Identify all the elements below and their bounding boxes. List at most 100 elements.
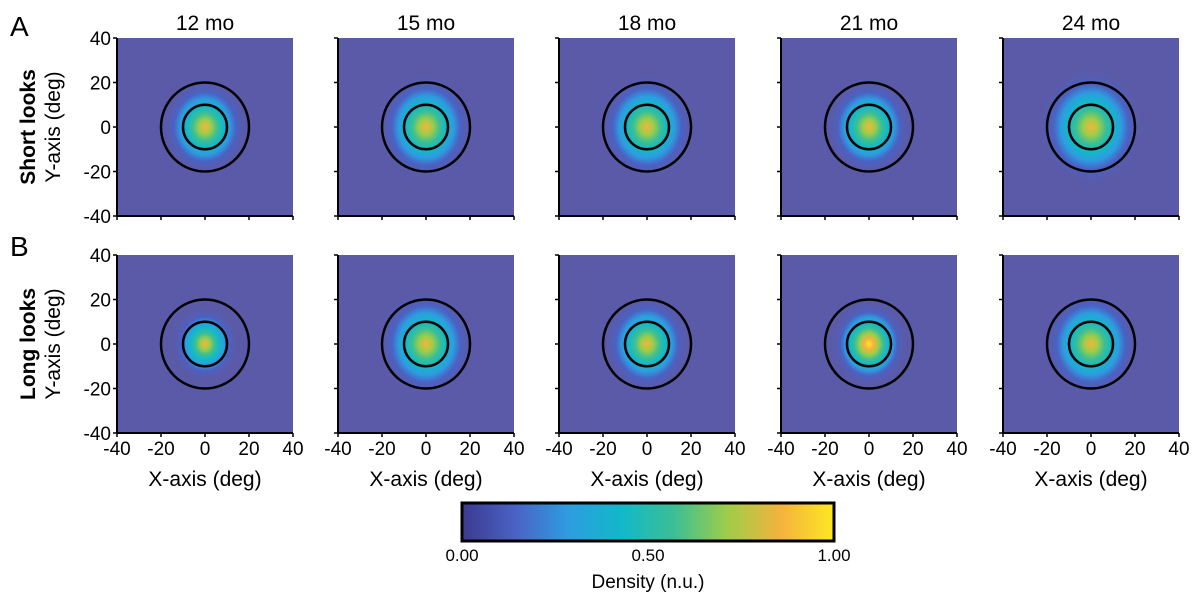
density-blob [1037,67,1145,187]
x-tick-label: 20 [680,439,701,460]
x-tick-label: -40 [989,439,1016,460]
x-tick-label: -40 [324,439,351,460]
row-label-short: Short looks [17,69,40,185]
ring-20deg [159,81,251,173]
ring-20deg [601,81,693,173]
ring-20deg [1045,81,1137,173]
x-tick-label: -20 [589,439,616,460]
panel-letter-b: B [10,231,29,262]
colorbar-tick-label: 0.50 [631,546,664,565]
column-title: 24 mo [1062,12,1120,35]
x-axis-label: X-axis (deg) [1034,468,1147,491]
x-axis-label: X-axis (deg) [590,468,703,491]
x-tick-label: 40 [282,439,303,460]
x-tick-label: 0 [1086,439,1097,460]
ring-20deg [601,298,693,390]
colorbar-label: Density (n.u.) [592,572,705,593]
ring-20deg [380,298,472,390]
panel-long-24mo: -40 -20 0 20 40 X-axis (deg) [989,254,1190,491]
x-tick-label: 0 [421,439,432,460]
y-tick-label: 0 [100,118,111,139]
panel-short-24mo: 24 mo [999,12,1180,220]
panel-short-15mo: 15 mo [334,12,515,220]
x-tick-label: -20 [368,439,395,460]
x-axis-label: X-axis (deg) [812,468,925,491]
x-tick-label: -40 [545,439,572,460]
ring-20deg [159,298,251,390]
ring-10deg [623,103,671,151]
panel-short-18mo: 18 mo [555,12,736,220]
colorbar-tick-label: 1.00 [817,546,850,565]
y-tick-label: 20 [90,74,111,95]
ring-10deg [845,103,893,151]
y-axis-label: Y-axis (deg) [42,71,65,182]
x-tick-label: 40 [946,439,967,460]
x-tick-label: 0 [200,439,211,460]
panel-short-21mo: 21 mo [777,12,958,220]
ring-10deg [1067,320,1115,368]
y-axis-label: Y-axis (deg) [42,288,65,399]
panel-letter-a: A [10,11,29,42]
x-tick-label: 0 [642,439,653,460]
ring-10deg [181,320,229,368]
column-title: 21 mo [840,12,898,35]
y-tick-label: -20 [84,380,111,401]
colorbar-tick-label: 0.00 [445,546,478,565]
y-tick-label: -20 [84,163,111,184]
x-tick-label: 0 [864,439,875,460]
x-tick-label: 40 [1168,439,1189,460]
ring-10deg [402,320,450,368]
x-axis-label: X-axis (deg) [369,468,482,491]
ring-10deg [845,320,893,368]
ring-20deg [823,81,915,173]
x-tick-label: -20 [811,439,838,460]
y-tick-label: 40 [90,246,111,267]
y-tick-label: 0 [100,335,111,356]
y-tick-label: 40 [90,29,111,50]
ring-10deg [623,320,671,368]
density-blob [830,300,908,388]
colorbar-gradient [460,501,836,543]
panel-long-21mo: -40 -20 0 20 40 X-axis (deg) [767,254,968,491]
density-blob [603,295,691,393]
density-blob [171,306,239,382]
x-tick-label: 40 [724,439,745,460]
panel-long-18mo: -40 -20 0 20 40 X-axis (deg) [545,254,746,491]
column-title: 12 mo [176,12,234,35]
panel-long-15mo: -40 -20 0 20 40 X-axis (deg) [324,254,525,491]
panel-long-12mo: 40 20 0 -20 -40-40 -20 0 20 40 X-axis (deg) [84,246,304,491]
ring-10deg [1067,103,1115,151]
density-blob [161,78,249,176]
column-title: 18 mo [618,12,676,35]
panel-short-12mo: 40 20 0 -20 -40 12 mo [84,12,294,228]
x-tick-label: 40 [503,439,524,460]
x-tick-label: -20 [147,439,174,460]
y-tick-label: -40 [84,207,111,228]
ring-20deg [823,298,915,390]
x-tick-label: 20 [459,439,480,460]
y-tick-label: -40 [84,424,111,445]
x-axis-label: X-axis (deg) [148,468,261,491]
x-tick-label: 20 [1124,439,1145,460]
x-tick-label: 20 [238,439,259,460]
ring-20deg [1045,298,1137,390]
x-tick-label: 20 [902,439,923,460]
colorbar: 0.00 0.50 1.00 Density (n.u.) [445,501,851,593]
density-blob [598,72,696,182]
x-tick-label: -20 [1033,439,1060,460]
ring-20deg [380,81,472,173]
density-blob [1042,289,1140,399]
density-blob [377,289,475,399]
x-tick-label: -40 [103,439,130,460]
density-blob [825,78,913,176]
y-tick-label: 20 [90,291,111,312]
density-blob [377,72,475,182]
column-title: 15 mo [397,12,455,35]
ring-10deg [402,103,450,151]
ring-10deg [181,103,229,151]
row-label-long: Long looks [17,288,40,400]
heatmap-panels: 40 20 0 -20 -40 12 mo 15 mo 18 mo 21 mo 24 mo 40 20… [84,12,1190,491]
x-tick-label: -40 [767,439,794,460]
